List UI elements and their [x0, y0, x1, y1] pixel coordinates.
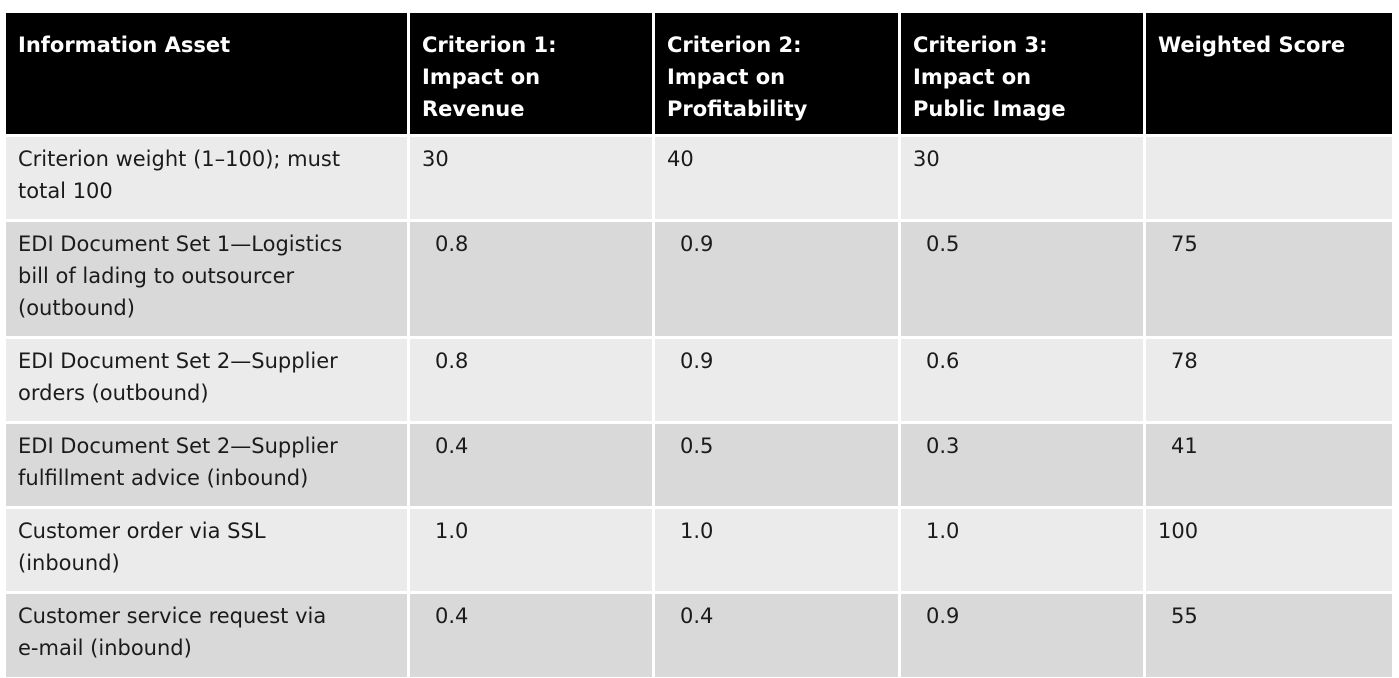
weighted-score-value: 75	[1146, 222, 1392, 336]
criterion-weight-cell: 40	[655, 137, 898, 219]
criterion-weight-cell	[1146, 137, 1392, 219]
header-text-line: Impact on	[422, 65, 541, 89]
header-text-line: Revenue	[422, 97, 525, 121]
criterion-1-value: 0.4	[410, 424, 652, 506]
criterion-3-value: 0.6	[901, 339, 1143, 421]
asset-name-line: EDI Document Set 2—Supplier	[18, 434, 338, 458]
weighted-score-value: 41	[1146, 424, 1392, 506]
header-text-line: Impact on	[913, 65, 1032, 89]
asset-name-cell: EDI Document Set 2—Supplier fulfillment a…	[6, 424, 407, 506]
header-criterion-2: Criterion 2: Impact on Profitability	[655, 13, 898, 134]
header-information-asset: Information Asset	[6, 13, 407, 134]
asset-name-cell: EDI Document Set 1—Logistics bill of ladi…	[6, 222, 407, 336]
header-criterion-1: Criterion 1: Impact on Revenue	[410, 13, 652, 134]
criterion-3-value: 0.5	[901, 222, 1143, 336]
criterion-2-value: 0.4	[655, 594, 898, 677]
asset-name-line: total 100	[18, 179, 113, 203]
asset-name-line: bill of lading to outsourcer	[18, 264, 295, 288]
header-criterion-3: Criterion 3: Impact on Public Image	[901, 13, 1143, 134]
asset-name-cell: EDI Document Set 2—Supplier orders (outbo…	[6, 339, 407, 421]
criterion-1-value: 0.8	[410, 222, 652, 336]
asset-name-line: (inbound)	[18, 551, 120, 575]
asset-weighting-table: Information Asset Criterion 1: Impact on Re…	[6, 13, 1392, 677]
asset-name-line: e-mail (inbound)	[18, 636, 192, 660]
criterion-weight-cell: 30	[410, 137, 652, 219]
asset-name-line: Customer service request via	[18, 604, 327, 628]
weighted-score-value: 55	[1146, 594, 1392, 677]
header-text-line: Weighted Score	[1158, 33, 1346, 57]
header-text-line: Impact on	[667, 65, 786, 89]
header-text-line: Profitability	[667, 97, 808, 121]
criterion-2-value: 0.9	[655, 222, 898, 336]
asset-name-cell: Criterion weight (1–100); must total 100	[6, 137, 407, 219]
criterion-2-value: 0.9	[655, 339, 898, 421]
header-text-line: Criterion 3:	[913, 33, 1048, 57]
criterion-3-value: 0.9	[901, 594, 1143, 677]
criterion-1-value: 0.8	[410, 339, 652, 421]
criterion-3-value: 0.3	[901, 424, 1143, 506]
asset-name-line: fulfillment advice (inbound)	[18, 466, 309, 490]
asset-name-line: (outbound)	[18, 296, 135, 320]
criterion-1-value: 0.4	[410, 594, 652, 677]
criterion-weight-cell: 30	[901, 137, 1143, 219]
header-text-line: Criterion 1:	[422, 33, 557, 57]
criterion-2-value: 0.5	[655, 424, 898, 506]
asset-name-cell: Customer service request via e-mail (inbo…	[6, 594, 407, 677]
asset-name-line: EDI Document Set 2—Supplier	[18, 349, 338, 373]
header-text-line: Information Asset	[18, 33, 231, 57]
asset-name-line: EDI Document Set 1—Logistics	[18, 232, 343, 256]
header-weighted-score: Weighted Score	[1146, 13, 1392, 134]
criterion-2-value: 1.0	[655, 509, 898, 591]
criterion-1-value: 1.0	[410, 509, 652, 591]
weighted-score-value: 100	[1146, 509, 1392, 591]
asset-name-line: orders (outbound)	[18, 381, 209, 405]
asset-name-line: Criterion weight (1–100); must	[18, 147, 341, 171]
asset-name-line: Customer order via SSL	[18, 519, 266, 543]
criterion-3-value: 1.0	[901, 509, 1143, 591]
weighted-score-value: 78	[1146, 339, 1392, 421]
header-text-line: Criterion 2:	[667, 33, 802, 57]
asset-name-cell: Customer order via SSL (inbound)	[6, 509, 407, 591]
header-text-line: Public Image	[913, 97, 1066, 121]
